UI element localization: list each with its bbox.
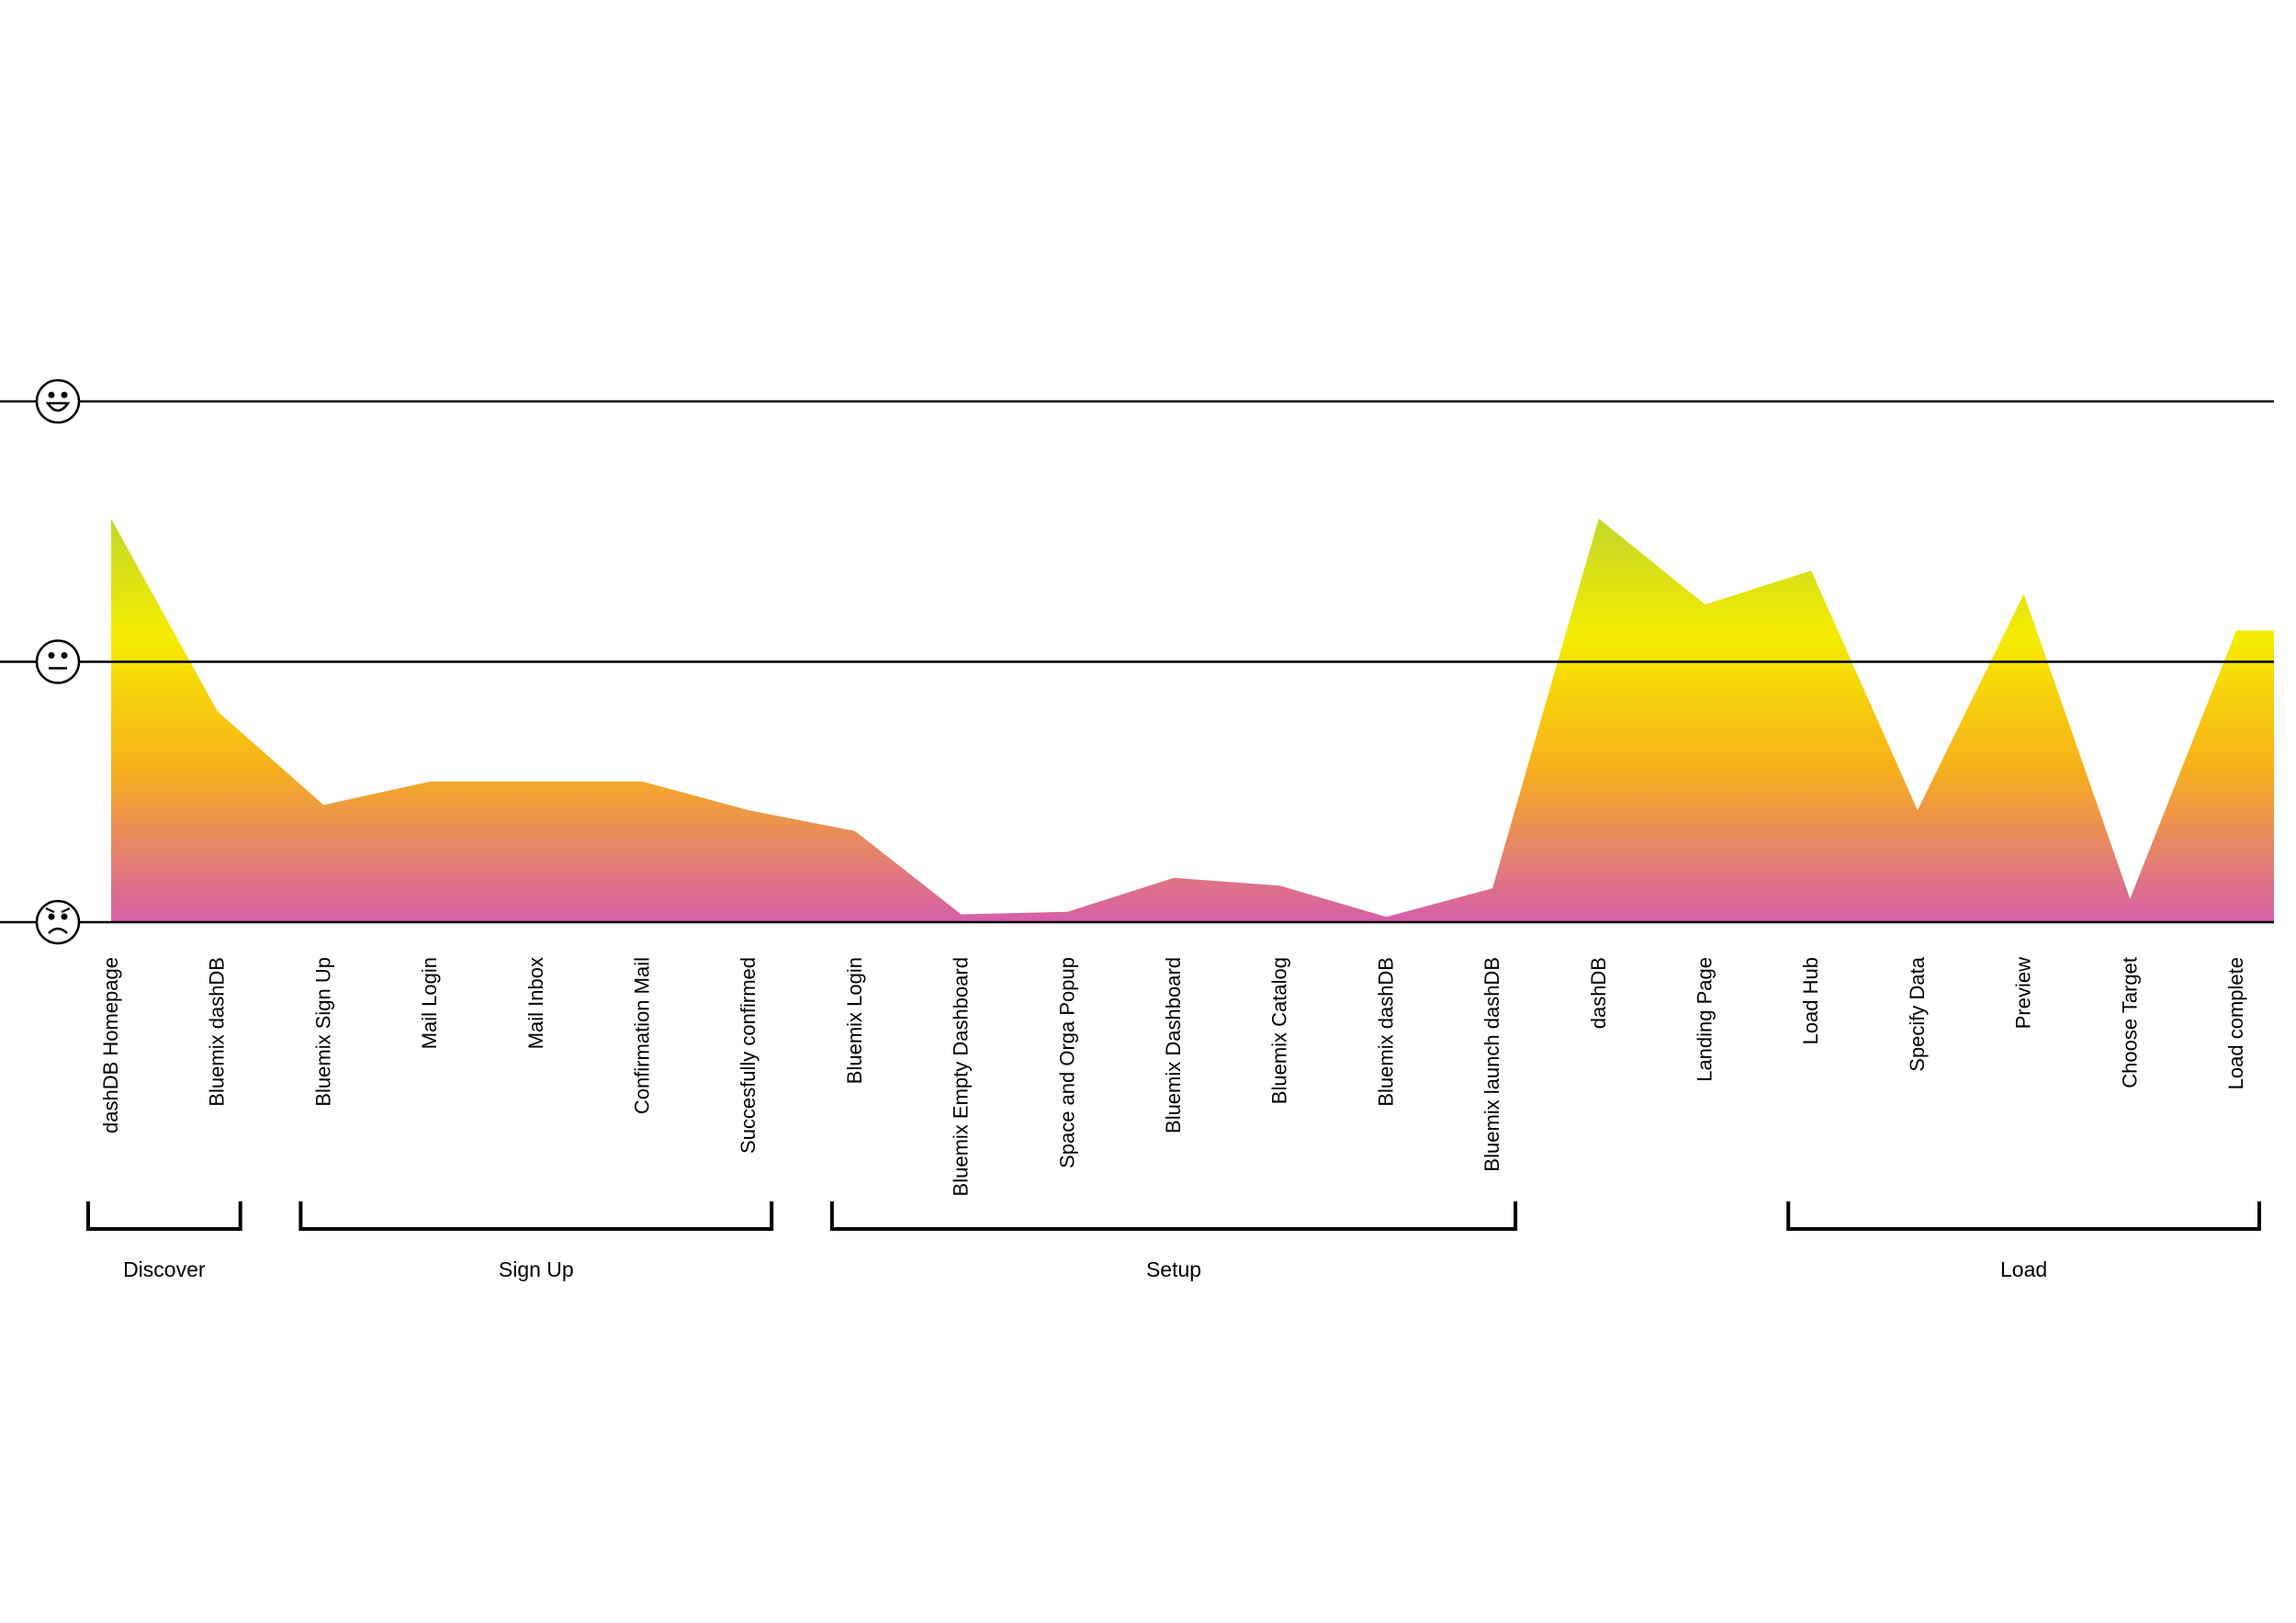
emotion-area — [111, 518, 2274, 922]
happy-face-icon — [35, 378, 81, 424]
neutral-face-icon — [35, 639, 81, 684]
x-tick-label: Bluemix dashDB — [1374, 957, 1397, 1107]
gridlines — [0, 400, 2274, 924]
x-tick-label: Load Hub — [1799, 957, 1822, 1044]
phase-label: Setup — [1146, 1257, 1201, 1281]
x-tick-label: Space and Orga Popup — [1055, 957, 1078, 1168]
x-axis-tick-labels: dashDB Homepage Bluemix dashDB Bluemix Sig… — [99, 956, 2247, 1196]
phase-bracket — [1786, 1201, 2261, 1231]
phase-discover: Discover — [86, 1201, 242, 1281]
x-tick-label: Landing Page — [1694, 957, 1716, 1082]
x-tick-label: Mail Login — [418, 957, 441, 1049]
x-tick-label: Preview — [2012, 957, 2035, 1029]
phase-label: Sign Up — [499, 1257, 574, 1281]
x-tick-label: dashDB Homepage — [99, 957, 122, 1133]
phase-label: Discover — [123, 1257, 206, 1281]
x-tick-label: Bluemix launch dashDB — [1480, 957, 1503, 1172]
phase-bracket — [86, 1201, 242, 1231]
x-tick-label: Confirmation Mail — [631, 957, 654, 1114]
sad-face-icon — [35, 899, 81, 945]
x-tick-label: Choose Target — [2118, 957, 2141, 1088]
x-tick-label: Bluemix Login — [843, 957, 866, 1084]
x-tick-label: Bluemix Empty Dashboard — [950, 957, 973, 1196]
phase-bracket — [829, 1201, 1518, 1231]
x-tick-label: Succesfully confirmed — [737, 957, 760, 1154]
phase-setup: Setup — [829, 1201, 1518, 1281]
phase-brackets: Discover Sign Up Setup Load — [86, 1201, 2261, 1281]
x-tick-label: Bluemix Sign Up — [311, 957, 334, 1107]
phase-sign-up: Sign Up — [298, 1201, 774, 1281]
x-tick-label: Bluemix Dashboard — [1162, 957, 1185, 1133]
x-tick-label: Load complete — [2224, 957, 2247, 1089]
x-tick-label: dashDB — [1587, 957, 1610, 1029]
x-tick-label: Mail Inbox — [524, 957, 547, 1049]
phase-load: Load — [1786, 1201, 2261, 1281]
x-tick-label: Specify Data — [1906, 956, 1929, 1071]
phase-label: Load — [2000, 1257, 2047, 1281]
x-tick-label: Bluemix Catalog — [1268, 957, 1291, 1104]
x-tick-label: Bluemix dashDB — [206, 957, 229, 1107]
emotion-scale-icons — [35, 378, 81, 945]
phase-bracket — [298, 1201, 774, 1231]
